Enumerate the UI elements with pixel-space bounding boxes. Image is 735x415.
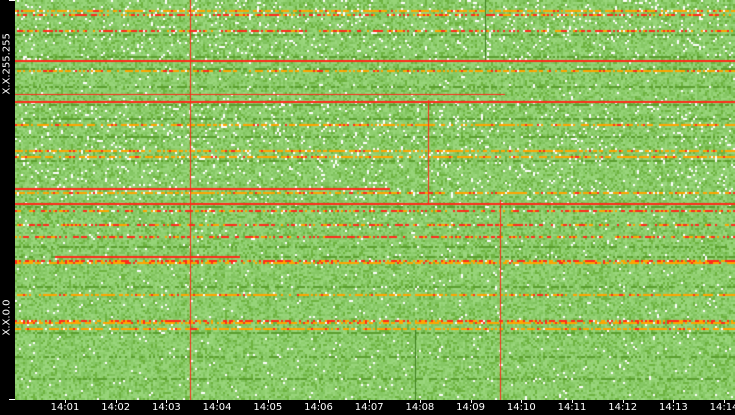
x-tick-label: 14:08 xyxy=(405,402,435,413)
x-tick-label: 14:03 xyxy=(151,402,181,413)
x-tick-mark xyxy=(65,400,66,403)
x-tick-mark xyxy=(622,400,624,403)
y-label-bottom: X.X.0.0 xyxy=(1,299,13,336)
x-tick-label: 14:10 xyxy=(506,402,536,413)
x-tick-label: 14:13 xyxy=(658,402,688,413)
x-tick-label: 14:11 xyxy=(557,402,587,413)
x-tick-label: 14:07 xyxy=(354,402,384,413)
x-tick-mark xyxy=(267,400,269,403)
x-tick-mark xyxy=(318,400,320,403)
y-label-top: X.X.255.255 xyxy=(1,33,13,95)
x-tick-mark xyxy=(217,400,219,403)
x-tick-mark xyxy=(419,400,421,403)
x-tick-label: 14:14 xyxy=(709,402,735,413)
x-tick-mark xyxy=(673,400,675,403)
y-axis: X.X.255.255 X.X.0.0 xyxy=(0,0,15,400)
x-tick-label: 14:04 xyxy=(202,402,232,413)
x-tick-label: 14:09 xyxy=(456,402,486,413)
x-tick-label: 14:06 xyxy=(304,402,333,413)
x-tick-mark xyxy=(470,400,472,403)
y-tick-bottom xyxy=(9,399,15,400)
x-tick-mark xyxy=(572,400,573,403)
x-tick-mark xyxy=(521,400,523,403)
x-tick-label: 14:01 xyxy=(50,402,80,413)
x-axis: 14:01 14:02 14:03 14:04 14:05 14:06 14:07 14:08… xyxy=(0,400,735,415)
x-tick-mark xyxy=(166,400,168,403)
x-tick-label: 14:05 xyxy=(253,402,283,413)
x-tick-mark xyxy=(115,400,117,403)
x-tick-mark xyxy=(724,400,726,403)
x-tick-label: 14:12 xyxy=(608,402,638,413)
x-tick-label: 14:02 xyxy=(101,402,131,413)
x-tick-mark xyxy=(369,400,371,403)
heatmap-plot-area[interactable] xyxy=(15,0,735,400)
y-tick-top xyxy=(9,0,15,1)
